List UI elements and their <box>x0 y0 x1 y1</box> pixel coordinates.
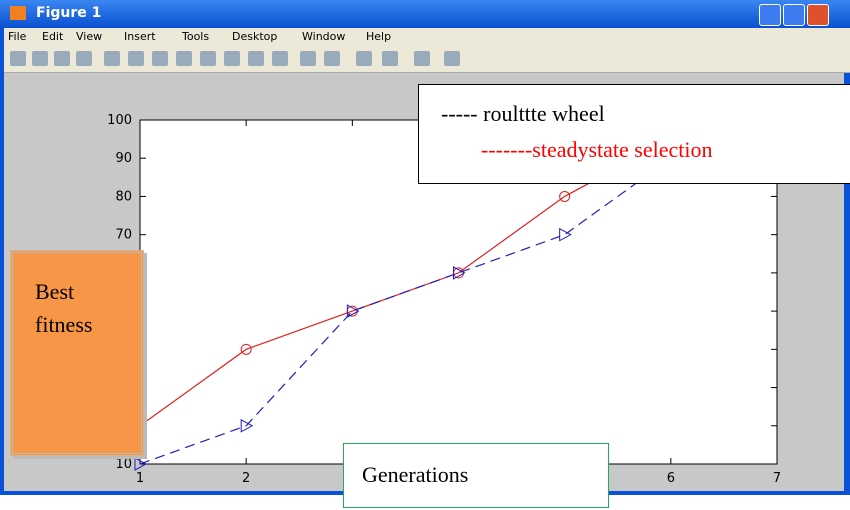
page: Figure 1 FileEditViewInsertToolsDesktopW… <box>0 0 850 510</box>
x-label-box: Generations <box>343 443 609 508</box>
y-tick-label: 90 <box>115 151 132 166</box>
legend-text: ----- roulttte wheel <box>441 101 605 127</box>
y-label-box: Best fitness <box>10 250 144 456</box>
x-tick-label: 1 <box>136 471 144 486</box>
y-axis-label: Best fitness <box>35 275 135 341</box>
y-tick-label: 10 <box>115 457 132 472</box>
y-tick-label: 80 <box>115 189 132 204</box>
x-tick-label: 2 <box>242 471 250 486</box>
x-tick-label: 7 <box>773 471 781 486</box>
x-tick-label: 6 <box>667 471 675 486</box>
legend-text: -------steadystate selection <box>481 137 713 163</box>
x-axis-label: Generations <box>362 462 468 488</box>
y-tick-label: 70 <box>115 228 132 243</box>
y-tick-label: 100 <box>107 113 132 128</box>
legend-box: ----- roulttte wheel -------steadystate … <box>418 84 850 184</box>
